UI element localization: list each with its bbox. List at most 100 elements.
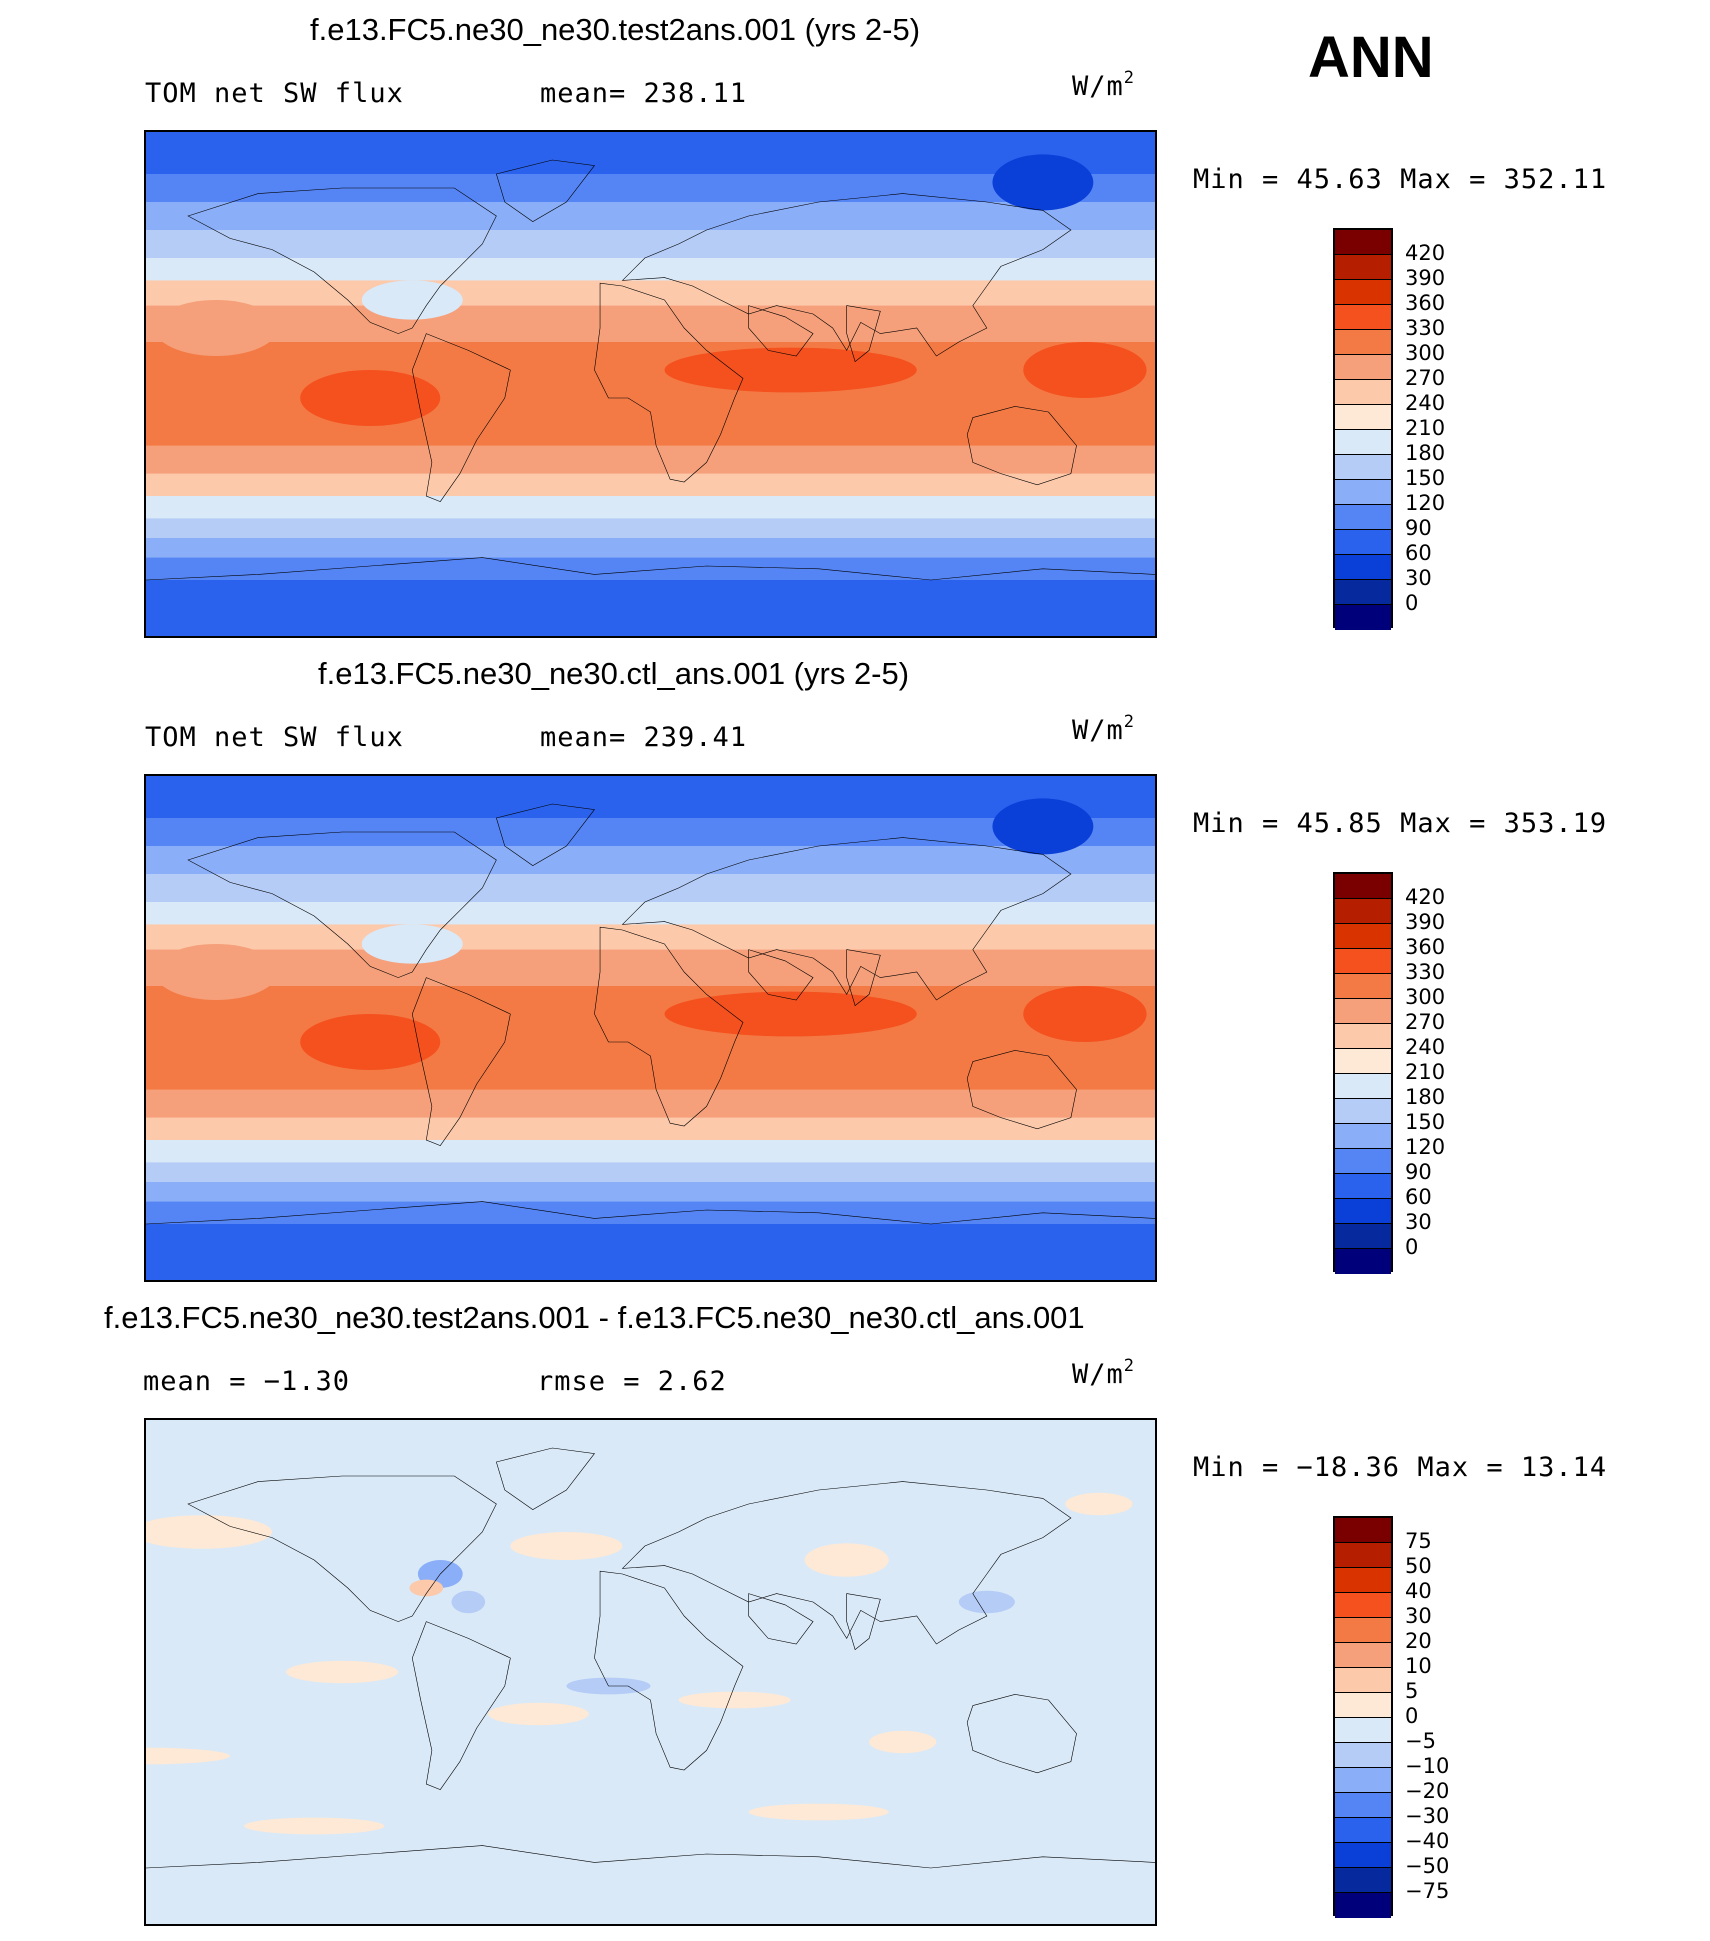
colorbar-tick-label: 50 <box>1405 1554 1432 1578</box>
colorbar-box <box>1335 580 1391 605</box>
zonal-band <box>146 1182 1155 1203</box>
coastline <box>749 950 813 1000</box>
colorbar-tick-label: −5 <box>1405 1729 1436 1753</box>
panel-3-map <box>144 1418 1157 1926</box>
region-contour <box>958 1590 1015 1614</box>
panel-2-colorbar-boxes <box>1333 872 1393 1274</box>
colorbar-tick-label: −20 <box>1405 1779 1450 1803</box>
panel-2-map-svg <box>146 776 1155 1280</box>
panel-1-units-exp: 2 <box>1123 68 1136 88</box>
zonal-band <box>146 1028 1155 1057</box>
region-contour <box>146 1747 231 1765</box>
colorbar-tick-label: −40 <box>1405 1829 1450 1853</box>
region-contour <box>409 1579 444 1597</box>
zonal-band <box>146 580 1155 636</box>
region-contour <box>361 924 463 964</box>
region-contour <box>869 1730 937 1754</box>
zonal-band <box>146 445 1155 475</box>
zonal-band <box>146 986 1155 1029</box>
panel-2-colorbar-ticks: 420 390 360 330 300 270 240 210 180 150 120 90 60 30 0 <box>1405 872 1485 1272</box>
colorbar-tick-label: 30 <box>1405 1604 1432 1628</box>
colorbar-box <box>1335 1024 1391 1049</box>
panel-2-mean-label: mean= 239.41 <box>540 722 748 753</box>
colorbar-tick-label: 0 <box>1405 591 1419 615</box>
region-contour <box>361 280 463 320</box>
colorbar-tick-label: 0 <box>1405 1704 1419 1728</box>
panel-1-units-base: W/m <box>1072 71 1124 102</box>
colorbar-box <box>1335 1224 1391 1249</box>
colorbar-tick-label: 270 <box>1405 1010 1446 1034</box>
zonal-band <box>146 1162 1155 1183</box>
colorbar-tick-label: 5 <box>1405 1679 1419 1703</box>
zonal-band <box>146 230 1155 259</box>
panel-2-variable-label: TOM net SW flux <box>145 722 404 753</box>
coastline <box>622 1482 1070 1644</box>
colorbar-tick-label: 180 <box>1405 1085 1446 1109</box>
region-contour <box>1023 342 1147 398</box>
colorbar-box <box>1335 430 1391 455</box>
coastline <box>594 927 743 1126</box>
colorbar-box <box>1335 255 1391 280</box>
coastline <box>412 334 510 502</box>
colorbar-tick-label: 60 <box>1405 1185 1432 1209</box>
colorbar-tick-label: 180 <box>1405 441 1446 465</box>
region-contour <box>510 1532 623 1560</box>
zonal-band <box>146 949 1155 987</box>
zonal-band <box>146 1089 1155 1119</box>
panel-1-map-svg <box>146 132 1155 636</box>
colorbar-box <box>1335 1199 1391 1224</box>
colorbar-box <box>1335 1893 1391 1918</box>
colorbar-box <box>1335 1249 1391 1274</box>
panel-1-map <box>144 130 1157 638</box>
zonal-band <box>146 202 1155 231</box>
colorbar-box <box>1335 380 1391 405</box>
coastline <box>622 194 1070 356</box>
zonal-band <box>146 280 1155 307</box>
colorbar-box <box>1335 555 1391 580</box>
colorbar-tick-label: 75 <box>1405 1529 1432 1553</box>
region-contour <box>992 798 1094 855</box>
colorbar-box <box>1335 1843 1391 1868</box>
coastline <box>847 950 881 1006</box>
colorbar-box <box>1335 899 1391 924</box>
zonal-band <box>146 902 1155 926</box>
colorbar-box <box>1335 305 1391 330</box>
season-label: ANN <box>1308 25 1434 90</box>
coastline <box>146 1846 1155 1868</box>
coastline <box>847 1594 881 1650</box>
zonal-band <box>146 174 1155 203</box>
panel-2-minmax: Min = 45.85 Max = 353.19 <box>1193 808 1608 839</box>
region-contour <box>804 1543 889 1577</box>
zonal-band <box>146 1117 1155 1141</box>
coastline <box>496 804 594 866</box>
coastline <box>847 306 881 362</box>
coastline <box>146 558 1155 580</box>
colorbar-box <box>1335 230 1391 255</box>
panel-3-colorbar <box>1333 1516 1393 1918</box>
colorbar-tick-label: 300 <box>1405 341 1446 365</box>
zonal-band <box>146 874 1155 903</box>
region-contour <box>678 1691 791 1709</box>
panel-2-units-base: W/m <box>1072 715 1124 746</box>
region-contour <box>146 1515 273 1549</box>
colorbar-tick-label: 360 <box>1405 935 1446 959</box>
colorbar-tick-label: 270 <box>1405 366 1446 390</box>
colorbar-box <box>1335 974 1391 999</box>
colorbar-tick-label: 40 <box>1405 1579 1432 1603</box>
zonal-band <box>146 132 1155 175</box>
region-contour <box>748 1803 889 1821</box>
coastline <box>594 283 743 482</box>
panel-1-units: W/m2 <box>1072 68 1135 102</box>
colorbar-tick-label: 30 <box>1405 566 1432 590</box>
colorbar-box <box>1335 1818 1391 1843</box>
colorbar-tick-label: 120 <box>1405 491 1446 515</box>
colorbar-box <box>1335 1568 1391 1593</box>
panel-3-map-svg <box>146 1420 1155 1924</box>
panel-2-colorbar <box>1333 872 1393 1274</box>
colorbar-box <box>1335 1718 1391 1743</box>
region-contour <box>286 1660 399 1684</box>
colorbar-box <box>1335 1643 1391 1668</box>
colorbar-box <box>1335 1099 1391 1124</box>
coastline <box>146 1202 1155 1224</box>
panel-3-title: f.e13.FC5.ne30_ne30.test2ans.001 - f.e13… <box>104 1300 1085 1335</box>
